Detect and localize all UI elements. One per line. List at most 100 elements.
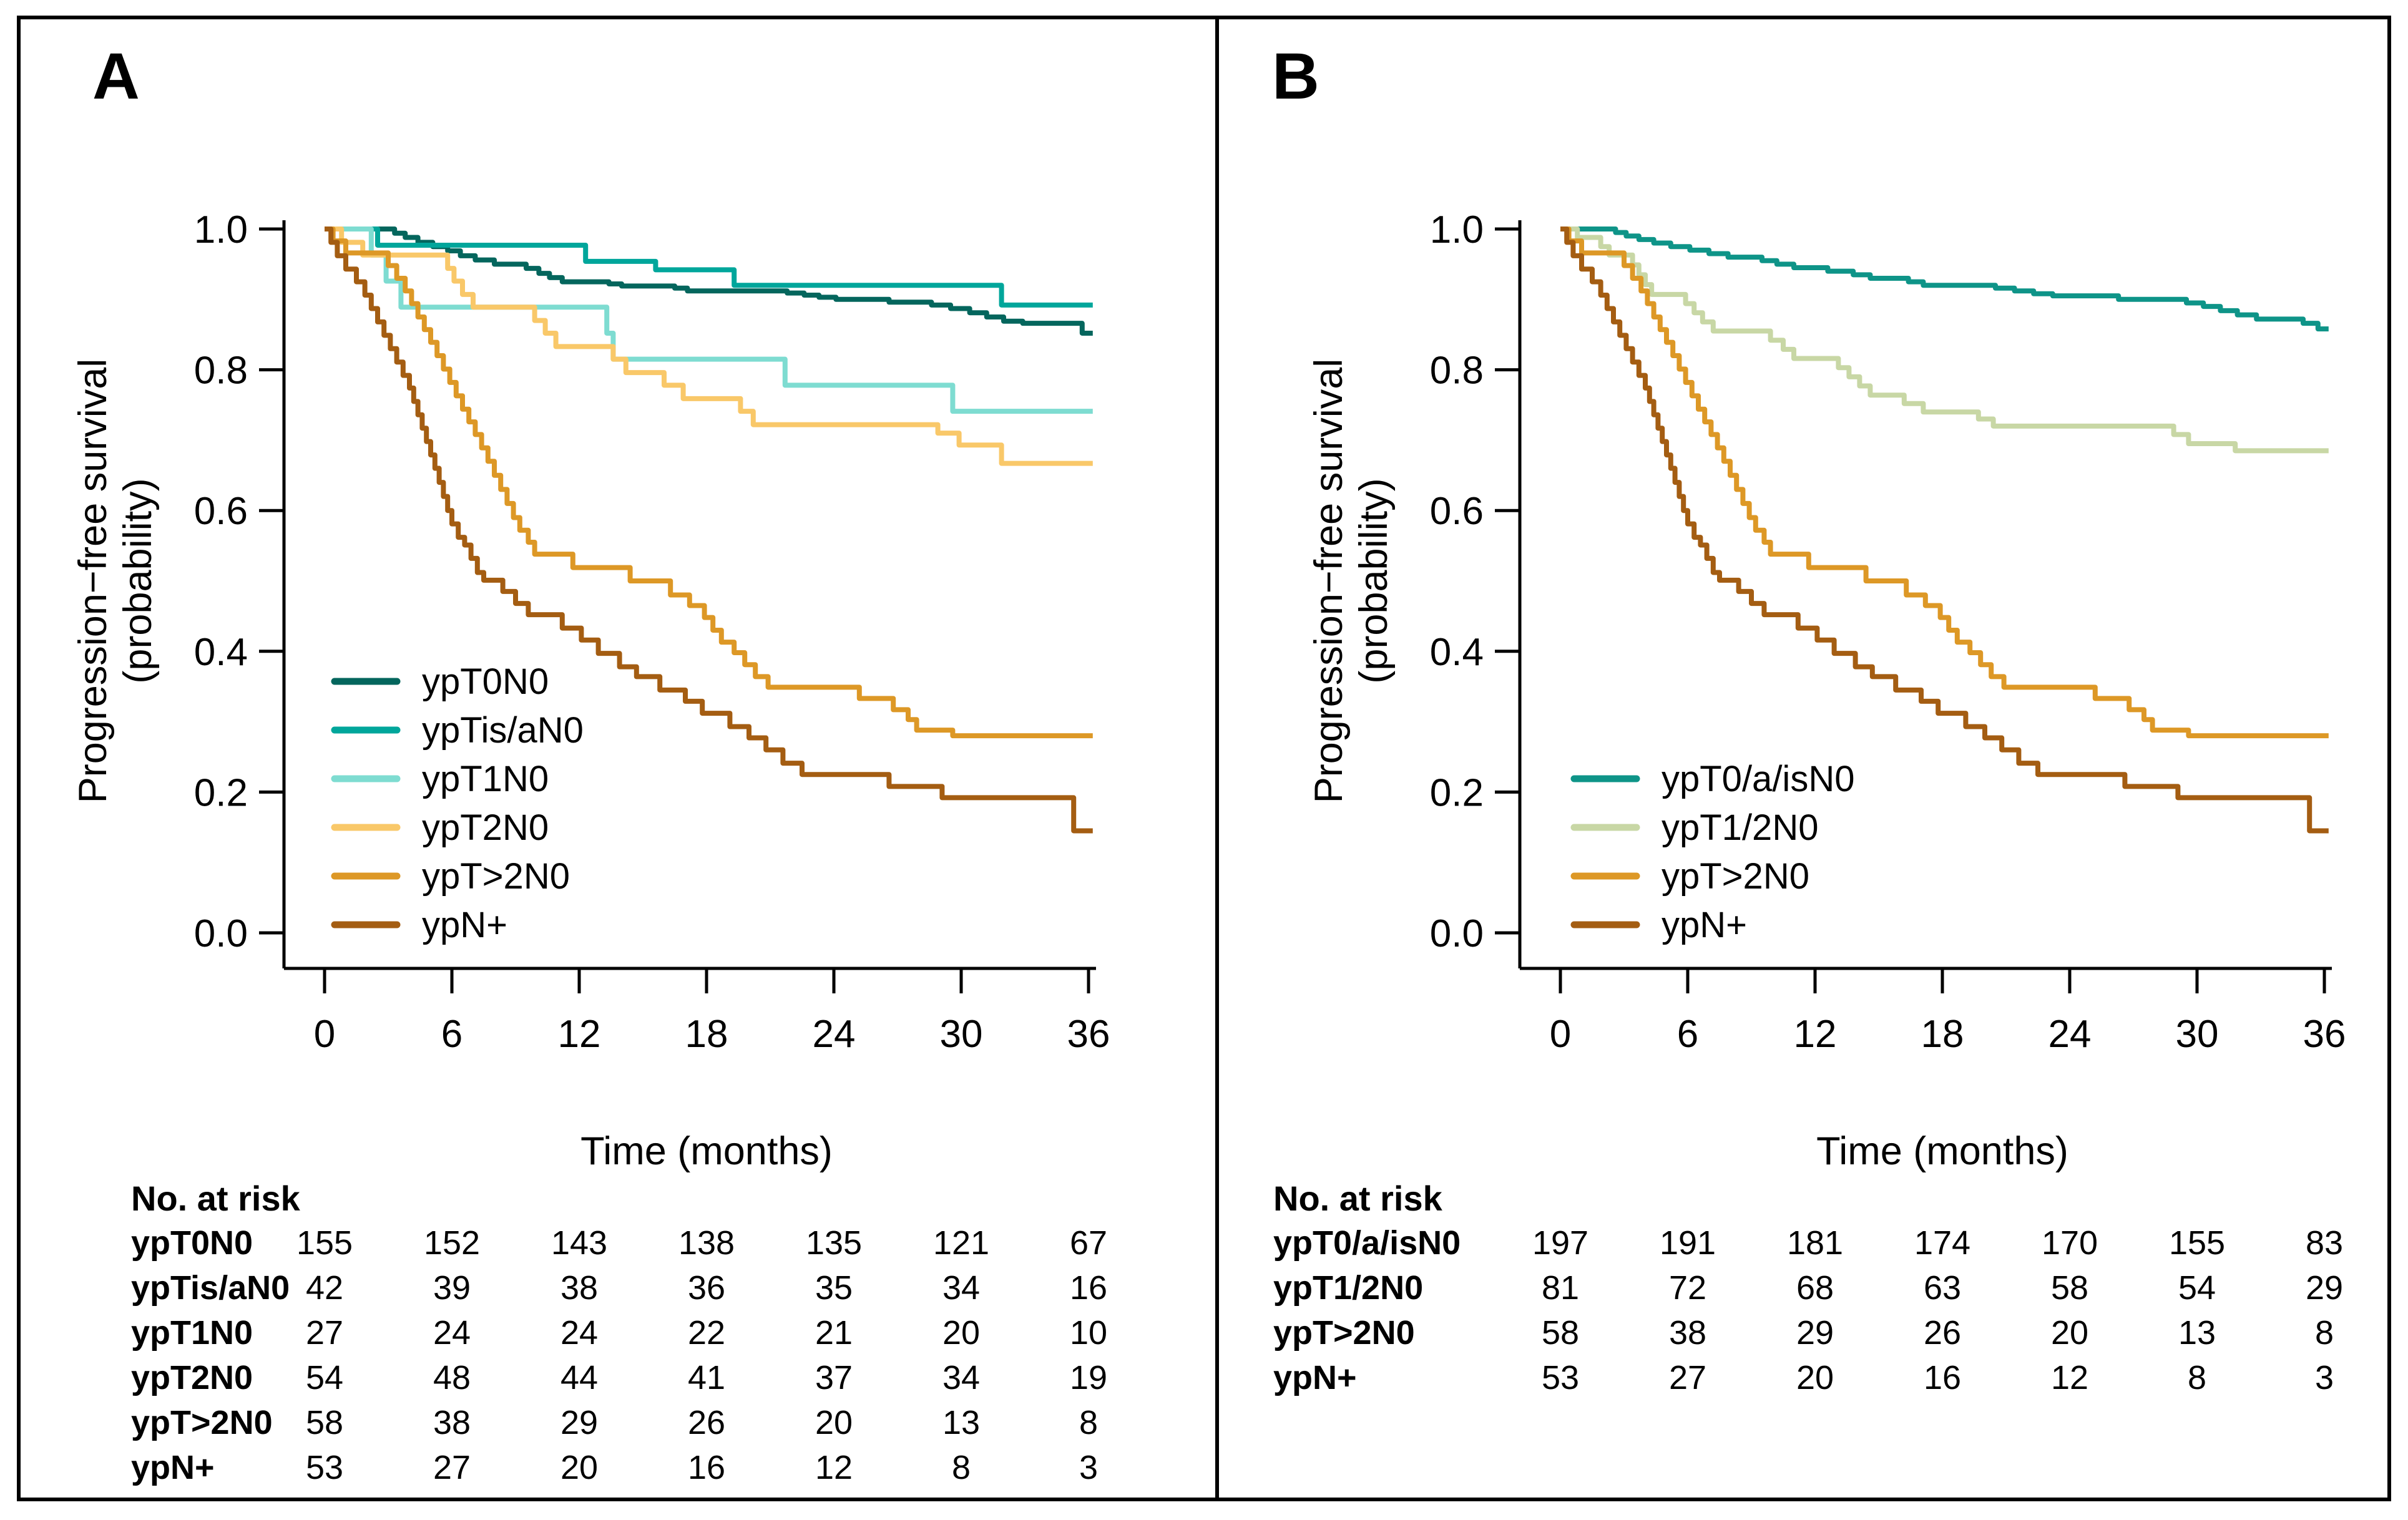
risk-table-header-A: No. at risk	[131, 1179, 301, 1218]
legend-item-label: ypT>2N0	[1662, 856, 1809, 897]
x-tick-label: 30	[2176, 1013, 2219, 1056]
risk-count: 48	[433, 1359, 471, 1396]
risk-count: 38	[433, 1404, 471, 1441]
legend-item-label: ypT1/2N0	[1662, 807, 1818, 848]
risk-count: 35	[815, 1269, 853, 1307]
y-tick-label: 1.0	[194, 208, 248, 251]
y-tick-label: 0.0	[194, 912, 248, 955]
risk-row-label: ypN+	[131, 1449, 215, 1486]
y-tick-label: 0.2	[1430, 771, 1484, 814]
risk-count: 3	[2315, 1359, 2334, 1396]
y-tick-label: 0.4	[194, 631, 248, 674]
figure-border	[17, 16, 2391, 1501]
x-tick-label: 36	[2303, 1013, 2346, 1056]
y-tick-label: 0.2	[194, 771, 248, 814]
risk-count: 20	[560, 1449, 598, 1486]
y-axis-title-line2-A: (probability)	[116, 478, 160, 683]
risk-count: 22	[688, 1314, 725, 1352]
risk-count: 19	[1070, 1359, 1107, 1396]
km-curve-ypT>2N0	[1560, 227, 2329, 739]
y-tick-label: 0.8	[194, 349, 248, 392]
x-tick-label: 6	[441, 1013, 463, 1056]
x-tick-label: 36	[1067, 1013, 1110, 1056]
legend-B: ypT0/a/isN0 ypT1/2N0 ypT>2N0 ypN+	[1570, 759, 1854, 945]
x-axis-title-A: Time (months)	[580, 1129, 833, 1173]
axes-A: 1.0 0.8 0.6 0.4 0.2 0.0 0 6 12 18 24 30 36	[194, 208, 1110, 1056]
risk-count: 26	[1924, 1314, 1961, 1352]
risk-count: 8	[2188, 1359, 2206, 1396]
x-tick-label: 12	[558, 1013, 601, 1056]
risk-count: 27	[306, 1314, 343, 1352]
panel-B: B Progression−free survival (probability…	[1272, 40, 2346, 1396]
risk-count: 13	[2178, 1314, 2216, 1352]
risk-count: 29	[560, 1404, 598, 1441]
risk-count: 13	[942, 1404, 980, 1441]
x-tick-label: 18	[1921, 1013, 1964, 1056]
legend-item-label: ypN+	[422, 905, 507, 945]
risk-count: 58	[306, 1404, 343, 1441]
panel-A: A Progression−free survival (probability…	[71, 40, 1110, 1486]
risk-count: 197	[1532, 1224, 1588, 1262]
y-axis-title-line2-B: (probability)	[1352, 478, 1396, 683]
risk-count: 143	[551, 1224, 607, 1262]
risk-count: 152	[424, 1224, 480, 1262]
km-curves-B	[1560, 227, 2329, 834]
x-tick-label: 6	[1677, 1013, 1698, 1056]
risk-count: 83	[2306, 1224, 2343, 1262]
risk-count: 155	[2169, 1224, 2225, 1262]
risk-count: 36	[688, 1269, 725, 1307]
risk-count: 21	[815, 1314, 853, 1352]
x-tick-label: 24	[2048, 1013, 2092, 1056]
risk-count: 68	[1796, 1269, 1834, 1307]
x-tick-label: 24	[813, 1013, 856, 1056]
legend-item-label: ypT1N0	[422, 759, 549, 799]
risk-count: 20	[2051, 1314, 2088, 1352]
x-tick-label: 18	[685, 1013, 728, 1056]
risk-count: 37	[815, 1359, 853, 1396]
risk-row-label: ypT1/2N0	[1273, 1269, 1423, 1307]
risk-row-label: ypT2N0	[131, 1359, 253, 1396]
legend-item-label: ypT>2N0	[422, 856, 570, 897]
risk-row-label: ypTis/aN0	[131, 1269, 290, 1307]
risk-count: 138	[678, 1224, 735, 1262]
risk-count: 174	[1914, 1224, 1970, 1262]
risk-count: 29	[2306, 1269, 2343, 1307]
risk-count: 38	[1669, 1314, 1706, 1352]
y-tick-label: 0.0	[1430, 912, 1484, 955]
y-axis-title-line1-B: Progression−free survival	[1307, 359, 1351, 804]
risk-count: 44	[560, 1359, 598, 1396]
risk-count: 39	[433, 1269, 471, 1307]
risk-count: 121	[933, 1224, 989, 1262]
legend-item-label: ypT0/a/isN0	[1662, 759, 1854, 799]
km-curve-ypT0/a/isN0	[1560, 227, 2329, 332]
km-curve-ypTis/aN0	[325, 227, 1093, 308]
km-curve-ypN+	[1560, 227, 2329, 834]
risk-count: 58	[1542, 1314, 1579, 1352]
risk-count: 34	[942, 1359, 980, 1396]
risk-count: 42	[306, 1269, 343, 1307]
risk-count: 72	[1669, 1269, 1706, 1307]
km-curve-ypN+	[325, 227, 1093, 834]
risk-count: 10	[1070, 1314, 1107, 1352]
risk-count: 58	[2051, 1269, 2088, 1307]
risk-count: 20	[942, 1314, 980, 1352]
risk-count: 63	[1924, 1269, 1961, 1307]
risk-count: 135	[806, 1224, 862, 1262]
axes-B: 1.0 0.8 0.6 0.4 0.2 0.0 0 6 12 18 24 30 36	[1430, 208, 2346, 1056]
km-curves-A	[325, 227, 1093, 834]
x-axis-title-B: Time (months)	[1816, 1129, 2068, 1173]
risk-row-label: ypT0/a/isN0	[1273, 1224, 1461, 1262]
legend-item-label: ypT0N0	[422, 661, 549, 702]
x-tick-label: 0	[1550, 1013, 1571, 1056]
risk-count: 26	[688, 1404, 725, 1441]
legend-A: ypT0N0 ypTis/aN0 ypT1N0 ypT2N0 ypT>2N0 ypN+	[331, 661, 584, 945]
risk-count: 191	[1660, 1224, 1716, 1262]
legend-item-label: ypT2N0	[422, 807, 549, 848]
risk-count: 3	[1079, 1449, 1098, 1486]
x-tick-label: 12	[1794, 1013, 1837, 1056]
x-tick-label: 30	[940, 1013, 983, 1056]
km-curve-ypT>2N0	[325, 227, 1093, 739]
y-tick-label: 0.6	[1430, 490, 1484, 533]
